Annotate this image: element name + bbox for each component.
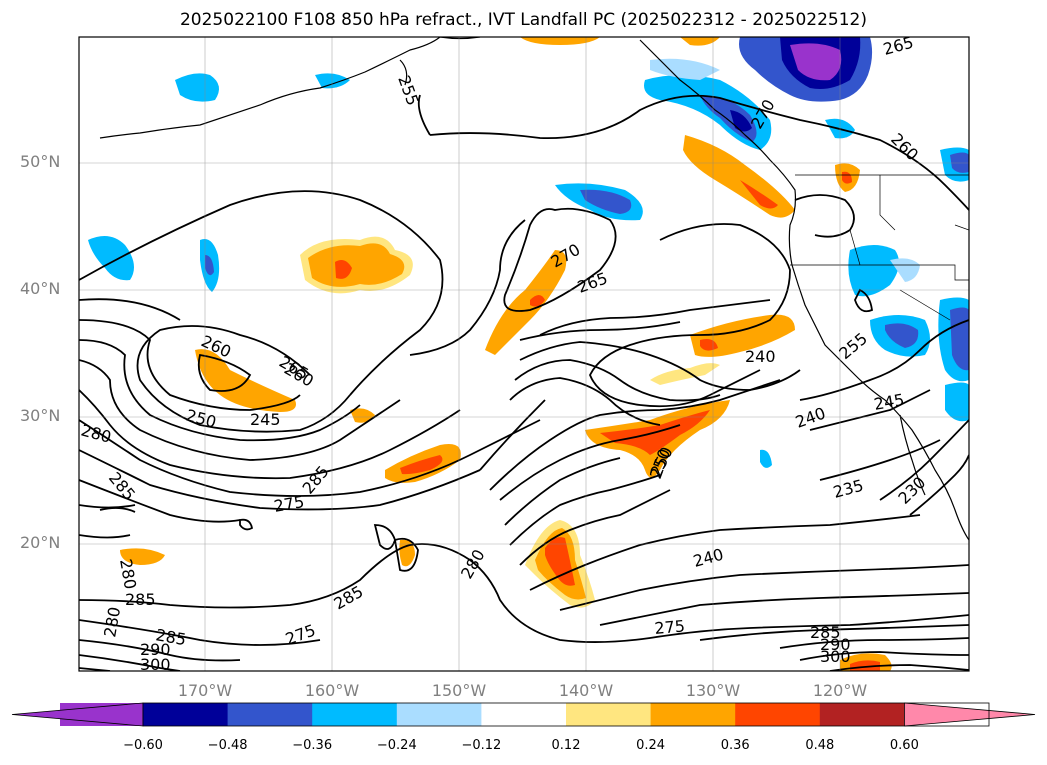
lon-label-160w: 160°W: [304, 681, 360, 700]
contour-label: 290: [140, 640, 171, 659]
colorbar-tick-label: 0.36: [720, 738, 750, 753]
shaded-positive-regions: [120, 37, 892, 671]
map-title: 2025022100 F108 850 hPa refract., IVT La…: [179, 10, 867, 30]
contour-label: 240: [745, 347, 776, 366]
colorbar-tick-label: 0.60: [889, 738, 919, 753]
lat-label-40n: 40°N: [20, 279, 61, 298]
colorbar-tick-label: −0.48: [207, 738, 248, 753]
contour-lines: [79, 94, 969, 671]
lat-label-30n: 30°N: [20, 406, 61, 425]
colorbar-tick-label: −0.24: [376, 738, 417, 753]
graticule: [79, 37, 969, 671]
map-frame: [78, 36, 970, 672]
colorbar-tick-label: −0.36: [292, 738, 333, 753]
lat-label-50n: 50°N: [20, 152, 61, 171]
colorbar-tick-label: 0.24: [636, 738, 666, 753]
political-borders: [790, 174, 969, 321]
lon-label-120w: 120°W: [812, 681, 868, 700]
contour-label: 275: [654, 616, 686, 638]
colorbar-tick-label: 0.48: [805, 738, 835, 753]
lat-label-20n: 20°N: [20, 533, 61, 552]
lon-label-150w: 150°W: [431, 681, 487, 700]
lon-label-170w: 170°W: [177, 681, 233, 700]
colorbar-tick-label: −0.60: [123, 738, 163, 753]
shaded-negative-regions: [88, 37, 969, 468]
contour-label: 245: [250, 410, 281, 429]
contour-label: 285: [125, 590, 156, 609]
contour-label: 290: [820, 635, 851, 654]
lon-label-140w: 140°W: [558, 681, 614, 700]
lon-label-130w: 130°W: [685, 681, 741, 700]
contour-label: 300: [140, 655, 171, 674]
colorbar-tick-label: 0.12: [551, 738, 581, 753]
contour-label: 300: [820, 647, 851, 666]
colorbar-tick-label: −0.12: [461, 738, 502, 753]
contour-label: 285: [810, 623, 841, 642]
